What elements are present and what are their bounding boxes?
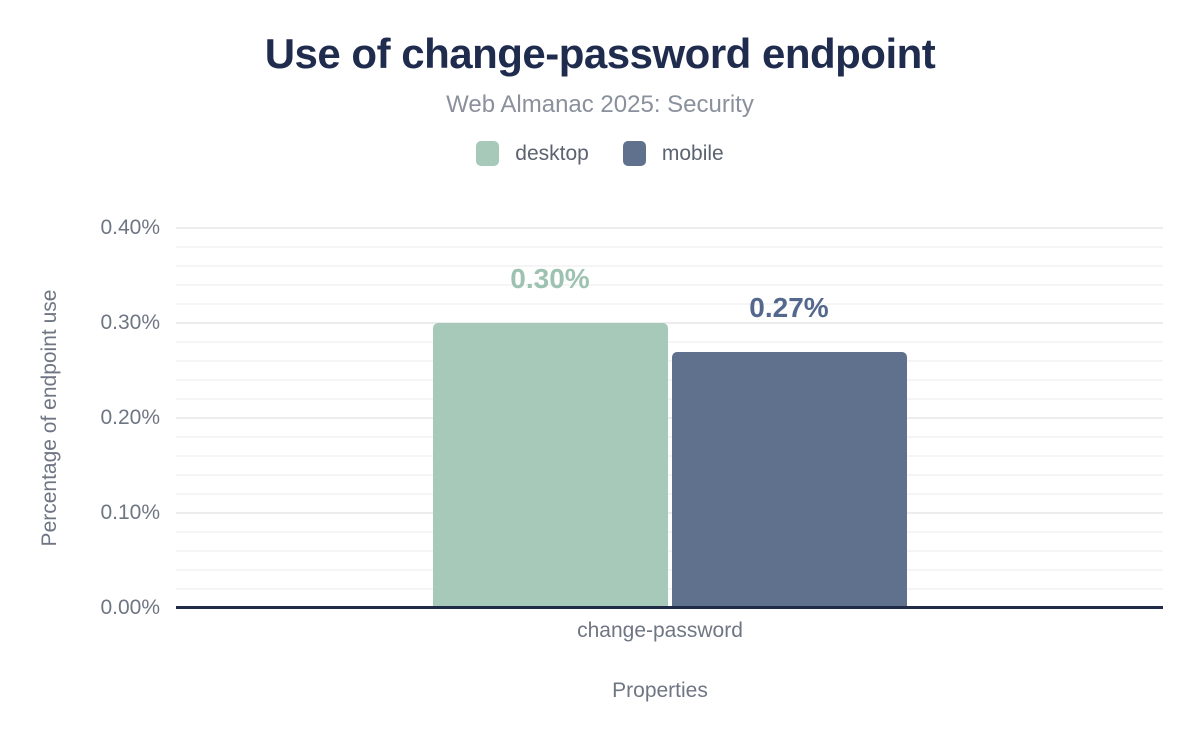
gridline-minor — [176, 246, 1163, 248]
y-tick-label: 0.30% — [100, 311, 160, 334]
legend-swatch-mobile — [622, 141, 646, 166]
x-axis-title: Properties — [612, 679, 708, 702]
legend-swatch-desktop — [476, 141, 500, 166]
gridline-minor — [176, 341, 1163, 343]
bar-desktop[interactable] — [432, 323, 668, 608]
gridline-minor — [176, 569, 1163, 571]
bar-value-label-mobile: 0.27% — [749, 291, 829, 323]
bar-mobile[interactable] — [671, 351, 907, 608]
gridline-minor — [176, 265, 1163, 267]
gridline-minor — [176, 360, 1163, 362]
gridline-minor — [176, 284, 1163, 286]
x-axis-line — [176, 606, 1163, 609]
chart-title: Use of change-password endpoint — [264, 30, 936, 77]
y-tick-label: 0.10% — [100, 501, 160, 524]
gridline-major — [176, 512, 1163, 514]
legend-item-mobile[interactable]: mobile — [622, 141, 724, 166]
gridline-minor — [176, 379, 1163, 381]
plot-area: 0.30% 0.27% — [176, 227, 1163, 609]
legend-item-desktop[interactable]: desktop — [476, 141, 589, 166]
gridline-minor — [176, 455, 1163, 457]
gridline-minor — [176, 588, 1163, 590]
x-category-label: change-password — [577, 619, 743, 642]
y-tick-label: 0.00% — [100, 596, 160, 619]
legend-label-mobile: mobile — [661, 141, 724, 165]
gridline-minor — [176, 436, 1163, 438]
legend-label-desktop: desktop — [515, 141, 589, 165]
y-tick-label: 0.20% — [100, 406, 160, 429]
gridline-major — [176, 227, 1163, 229]
gridline-minor — [176, 531, 1163, 533]
gridline-minor — [176, 474, 1163, 476]
gridline-major — [176, 417, 1163, 419]
gridline-major — [176, 322, 1163, 324]
legend: desktop mobile — [0, 141, 1200, 166]
gridline-minor — [176, 303, 1163, 305]
chart-subtitle: Web Almanac 2025: Security — [446, 91, 754, 118]
gridline-minor — [176, 493, 1163, 495]
y-tick-label: 0.40% — [100, 216, 160, 239]
bar-value-label-desktop: 0.30% — [510, 263, 590, 294]
gridline-minor — [176, 550, 1163, 552]
gridline-minor — [176, 398, 1163, 400]
